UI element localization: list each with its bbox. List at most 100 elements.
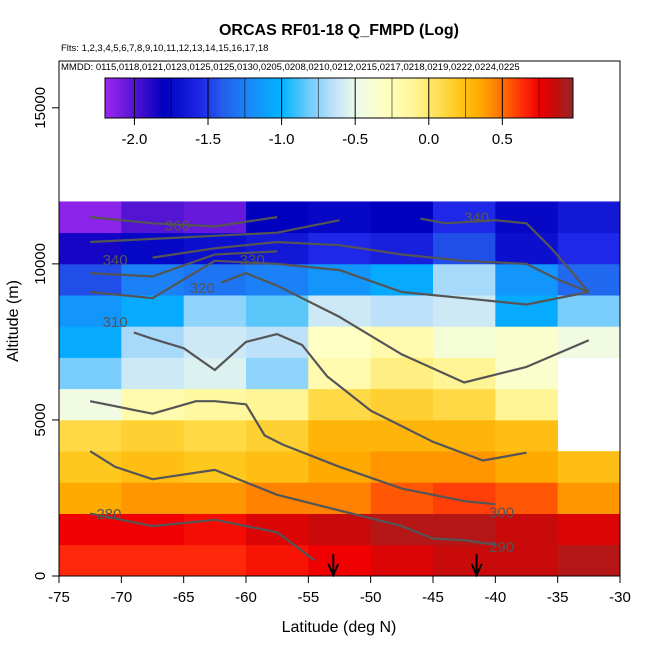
colorbar-swatch [303,78,308,118]
colorbar-swatch [532,78,536,118]
colorbar-swatch [520,78,524,118]
heatmap-cell [59,482,122,514]
contour-line [420,217,590,293]
heatmap-cell [433,544,496,577]
x-axis: -75 -70 -65 -60 -55 -50 -45 -40 -35 -30 [48,575,631,606]
colorbar-swatch [248,78,252,118]
colorbar-swatch [517,78,521,118]
colorbar-swatch [251,78,255,118]
colorbar-swatch [505,78,510,118]
colorbar-swatch [245,78,249,118]
flight-arrow-head [470,563,483,578]
heatmap-cell [59,232,122,265]
heatmap-cell [308,388,372,421]
colorbar-swatch [356,78,360,118]
heatmap-cell [495,326,559,358]
colorbar-swatch [476,78,480,118]
contour-line [90,259,590,306]
colorbar-swatch [163,78,167,118]
contour-line [152,240,590,294]
colorbar-swatch [461,78,466,118]
heatmap-cell [121,419,185,452]
colorbar-swatch [207,78,211,118]
colorbar-swatch [116,78,121,118]
heatmap-cell [557,295,621,327]
heatmap-cell [246,326,309,358]
heatmap-cell [121,544,185,577]
colorbar-swatch [467,78,472,118]
colorbar-swatch [485,78,489,118]
colorbar-swatch [321,78,325,118]
heatmap-cell [121,201,185,234]
flight-arrows [327,554,483,578]
colorbar-swatch [397,78,401,118]
colorbar-swatch [189,78,194,118]
colorbar-swatch [289,78,293,118]
colorbar-swatch [148,78,153,118]
heatmap-cell [308,201,372,234]
heatmap-cell [183,419,247,452]
colorbar-swatch [514,78,518,118]
colorbar-swatch [216,78,220,118]
x-tick-label: -50 [360,589,382,606]
colorbar-swatch [552,78,556,118]
colorbar-swatch [473,78,477,118]
colorbar-tick-label: -2.0 [122,131,148,148]
colorbar-swatch [488,78,492,118]
heatmap-cell [246,232,309,265]
heatmap-cell [308,513,372,546]
colorbar-swatch [233,78,238,118]
heatmap-cell [433,201,496,234]
colorbar-swatch [312,78,317,118]
colorbar-swatch [464,78,469,118]
colorbar-swatch [412,78,416,118]
heatmap-cell [183,326,247,358]
colorbar-swatch [315,78,320,118]
y-axis: 0 5000 10000 15000 [32,87,59,580]
colorbar-swatch [347,78,352,118]
heatmap-cell [246,295,309,327]
colorbar-swatch [394,78,398,118]
colorbar-swatch [403,78,407,118]
colorbar-swatch [415,78,419,118]
colorbar-frame [104,77,574,119]
colorbar-swatch [131,78,135,118]
colorbar-swatch [271,78,276,118]
colorbar-swatch [157,78,162,118]
heatmap-cell [59,263,122,296]
heatmap-cell [183,544,247,577]
colorbar-swatch [417,78,422,118]
heatmap-cell [370,451,434,483]
contour-line [89,450,496,546]
colorbar-swatch [499,78,504,118]
heatmap-cell [121,357,185,390]
heatmap-cell [370,482,434,514]
heatmap-cell [557,451,621,483]
heatmap-cell [433,451,496,483]
heatmap-cell [59,451,122,483]
colorbar-swatch [511,78,515,118]
colorbar-swatch [175,78,179,118]
heatmap-cell [433,388,496,421]
colorbar-swatch [400,78,404,118]
colorbar-swatch [286,78,290,118]
colorbar-swatch [546,78,551,118]
heatmap-cell [59,357,122,390]
heatmap-cell [246,263,309,296]
colorbar-tick-label: -1.0 [269,131,295,148]
heatmap-cell [121,388,185,421]
heatmap-cell [557,513,621,546]
colorbar-swatch [268,78,273,118]
colorbar-swatch [277,78,281,118]
colorbar-tick-label: 0.0 [418,131,439,148]
colorbar-swatch [371,78,375,118]
colorbar-swatch [260,78,264,118]
colorbar-swatch [365,78,369,118]
colorbar-swatch [441,78,445,118]
contour-line [89,400,496,506]
colorbar-swatch [236,78,241,118]
colorbar-swatch [227,78,232,118]
colorbar-swatch [429,78,434,118]
heatmap-cell [246,544,309,577]
heatmap-cell [121,326,185,358]
